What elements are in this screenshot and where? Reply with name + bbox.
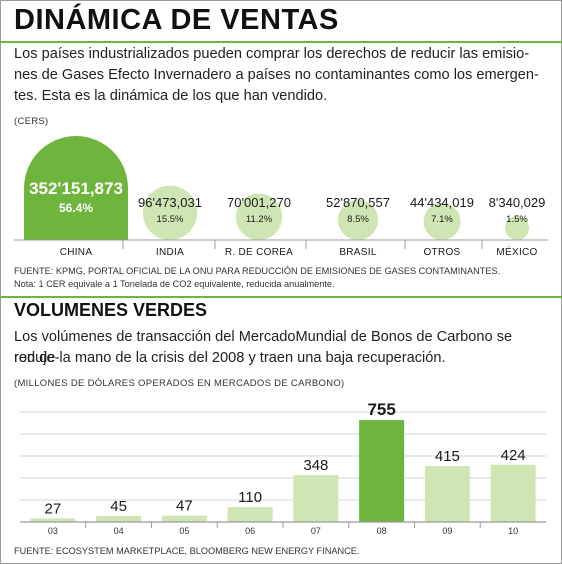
bubble-note: Nota: 1 CER equivale a 1 Tonelada de CO2… [14,279,335,289]
bubble-percent-label: 1.5% [506,214,528,225]
bubble-2 [235,193,283,240]
section-title: VOLUMENES VERDES [14,300,208,320]
bubble-source: FUENTE: KPMG, PORTAL OFICIAL DE LA ONU P… [14,266,501,276]
page-title: DINÁMICA DE VENTAS [14,4,339,36]
bar-07 [293,475,339,522]
bubble-1 [142,185,198,240]
bar-05 [161,515,207,522]
bar-value-label: 45 [110,498,127,515]
bar-value-label: 27 [45,500,62,517]
bar-value-label: 47 [176,498,193,515]
bubble-value-label: 352'151,873 [29,179,123,198]
bubble-value-label: 52'870,557 [326,195,390,210]
bar-value-label: 348 [303,457,328,474]
bubble-category-label: R. DE COREA [225,247,293,258]
bar-value-label: 424 [501,447,526,464]
bubble-3 [337,199,379,240]
bar-category-label: 08 [377,526,387,536]
bar-category-label: 04 [114,526,124,536]
bar-unit-label: (MILLONES DE DÓLARES OPERADOS EN MERCADO… [14,378,345,389]
bar-category-label: 06 [245,526,255,536]
bar-category-label: 07 [311,526,321,536]
intro-line-1: Los países industrializados pueden compr… [14,46,530,62]
bubble-value-label: 70'001,270 [227,195,291,210]
bar-09 [424,465,470,522]
bubble-value-label: 8'340,029 [489,195,546,210]
bubble-percent-label: 56.4% [59,201,93,215]
bar-category-label: 03 [48,526,58,536]
bar-value-label: 110 [238,489,262,506]
section-text-line-1: Los volúmenes de transacción del Mercado… [14,329,513,366]
bubble-value-label: 96'473,031 [138,195,202,210]
bubble-5 [505,216,529,240]
bar-10 [490,464,536,522]
bar-category-label: 09 [442,526,452,536]
bubble-category-label: INDIA [156,247,184,258]
bar-08 [359,420,405,522]
bar-source: FUENTE: ECOSYSTEM MARKETPLACE, BLOOMBERG… [14,546,360,556]
section-text-line-2: ron de la mano de la crisis del 2008 y t… [14,350,446,366]
intro-line-3: tes. Esta es la dinámica de los que han … [14,88,328,104]
bar-chart: 27 03 45 04 47 05 110 06 348 07 755 08 415 09 424 10 [20,400,546,536]
bubble-base-0 [24,188,128,240]
bubble-chart: 352'151,873 56.4% CHINA 96'473,031 15.5% INDI… [14,136,548,258]
bar-03 [30,518,76,522]
bubble-percent-label: 11.2% [246,214,273,225]
bubble-category-label: BRASIL [339,247,377,258]
bar-category-label: 05 [179,526,189,536]
bubble-value-label: 44'434,019 [410,195,474,210]
bar-value-label: 755 [367,400,395,419]
bubble-percent-label: 7.1% [431,214,453,225]
bar-value-label: 415 [435,448,460,465]
bubble-category-label: MÉXICO [496,245,537,258]
bubble-4 [423,203,461,240]
bubble-percent-label: 8.5% [347,214,369,225]
section-rule [0,296,562,298]
bar-06 [227,507,273,522]
title-rule [0,41,562,43]
intro-line-2: nes de Gases Efecto Invernadero a países… [14,67,539,83]
bubble-category-label: CHINA [60,247,93,258]
bubble-percent-label: 15.5% [157,214,184,225]
bubble-unit-label: (CERS) [14,116,49,127]
bar-04 [96,515,142,522]
bar-category-label: 10 [508,526,518,536]
bubble-category-label: OTROS [423,247,460,258]
